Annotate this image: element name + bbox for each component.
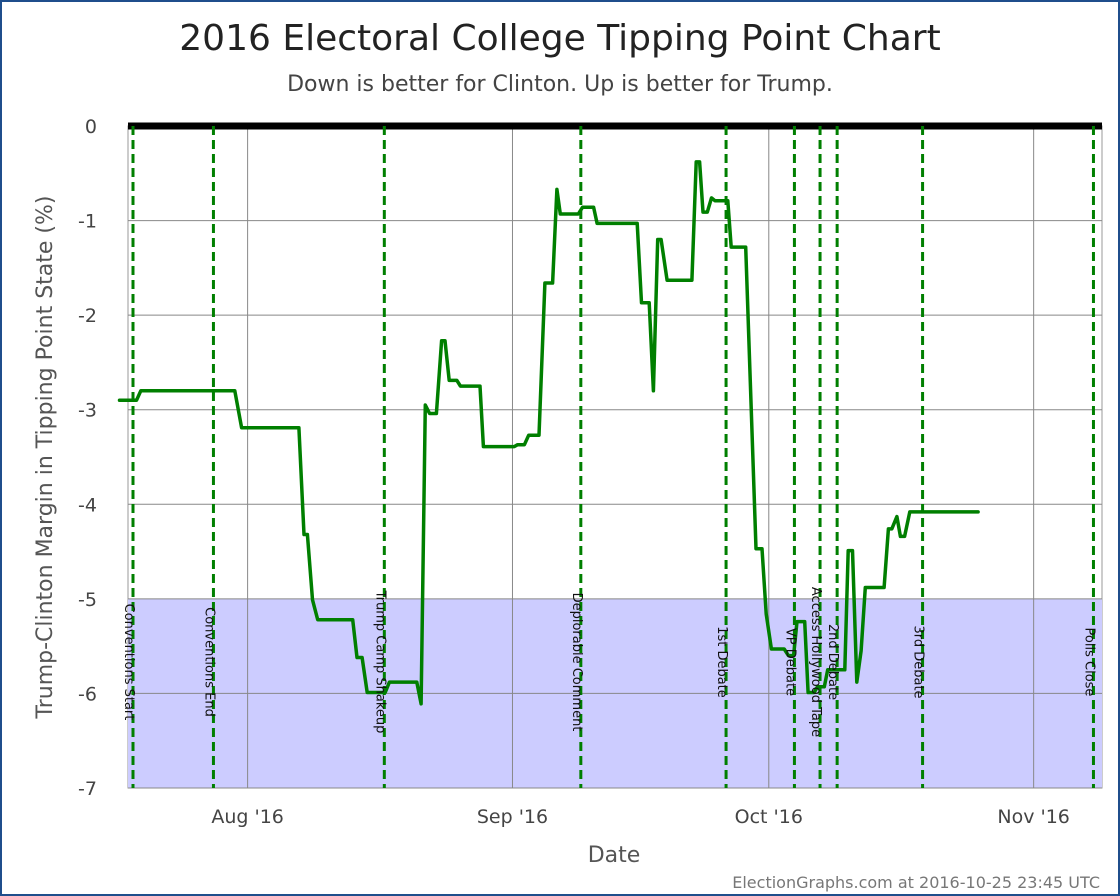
y-tick-label: -1 — [78, 211, 97, 233]
event-label: Conventions End — [201, 607, 216, 717]
y-tick-label: -6 — [78, 683, 97, 705]
event-label: Polls Close — [1081, 628, 1096, 697]
x-tick-label: Aug '16 — [211, 806, 284, 828]
y-tick-label: -3 — [78, 400, 97, 422]
event-label: Conventions Start — [121, 604, 136, 721]
y-axis-ticks: 0 -1 -2 -3 -4 -5 -6 -7 — [78, 116, 97, 800]
x-axis-ticks: Aug '16 Sep '16 Oct '16 Nov '16 — [211, 806, 1070, 828]
event-lines-layer: Conventions Start Conventions End Trump Ca… — [121, 126, 1096, 788]
event-label: Access Hollywood Tape — [808, 587, 823, 737]
y-tick-label: -2 — [78, 305, 97, 327]
x-tick-label: Sep '16 — [477, 806, 548, 828]
x-axis-label: Date — [588, 843, 641, 868]
event-label: 1st Debate — [714, 626, 729, 698]
grid-layer — [128, 126, 1102, 789]
plot-area: Conventions Start Conventions End Trump Ca… — [117, 122, 1103, 789]
chart-title: 2016 Electoral College Tipping Point Cha… — [179, 18, 940, 59]
event-label: VP Debate — [782, 628, 797, 696]
y-axis-label: Trump-Clinton Margin in Tipping Point St… — [33, 196, 58, 720]
series-layer — [117, 160, 980, 706]
event-label: Trump Camp Shakeup — [372, 590, 387, 734]
y-tick-label: -7 — [78, 778, 97, 800]
event-label: 2nd Debate — [825, 624, 840, 700]
y-tick-label: 0 — [85, 116, 97, 138]
y-tick-label: -5 — [78, 589, 97, 611]
x-tick-label: Oct '16 — [735, 806, 803, 828]
tipping-point-series-line — [117, 160, 980, 706]
credit-text: ElectionGraphs.com at 2016-10-25 23:45 U… — [732, 873, 1100, 892]
event-label: Deplorable Comment — [569, 593, 584, 732]
x-tick-label: Nov '16 — [997, 806, 1070, 828]
y-tick-label: -4 — [78, 494, 97, 516]
chart-subtitle: Down is better for Clinton. Up is better… — [287, 72, 833, 97]
event-label: 3rd Debate — [911, 625, 926, 698]
